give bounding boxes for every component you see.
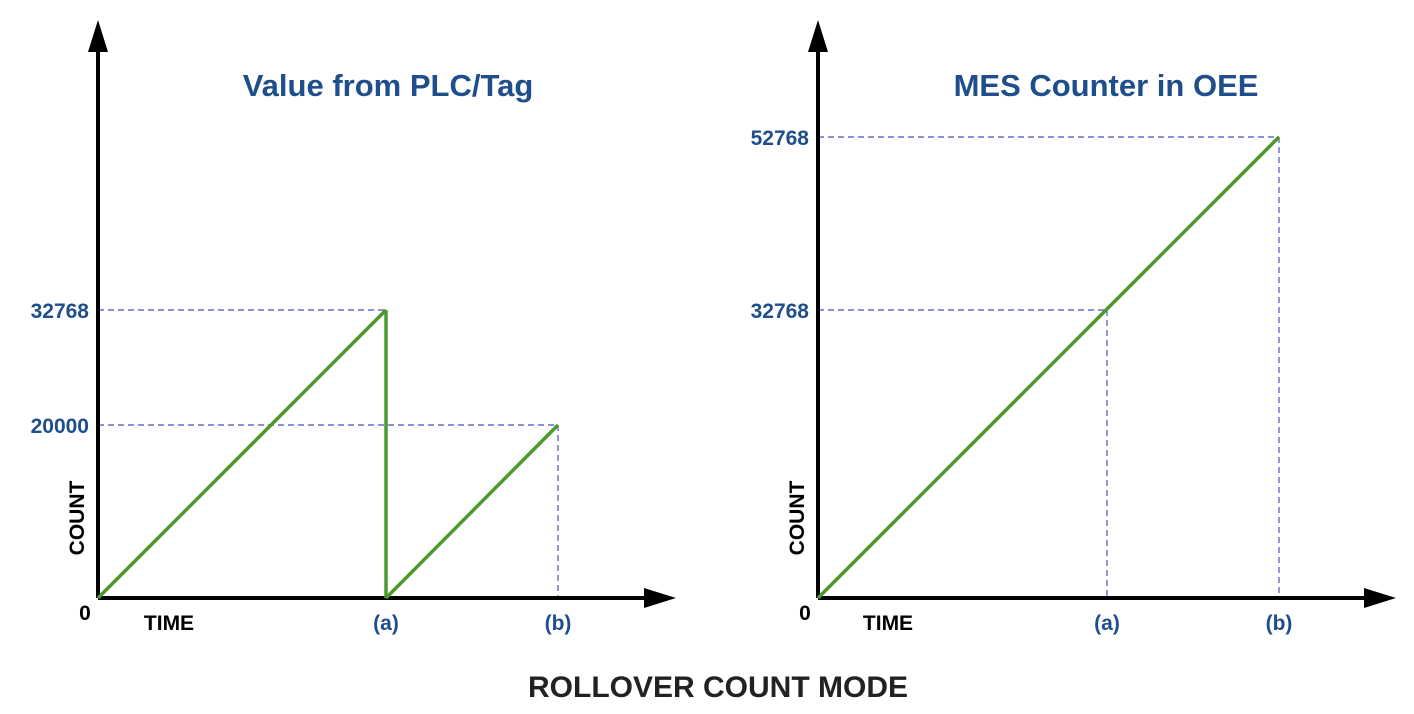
right-y-mark-52768: 52768	[751, 127, 810, 150]
right-x-mark-a: (a)	[1094, 612, 1120, 635]
left-x-axis-arrow	[644, 588, 676, 608]
left-y-axis-arrow	[88, 20, 108, 52]
left-chart-title: Value from PLC/Tag	[243, 68, 534, 103]
right-chart: MES Counter in OEE 52768 32768 (a) (b) 0…	[751, 20, 1396, 635]
left-origin-label: 0	[79, 602, 91, 625]
diagram-caption: ROLLOVER COUNT MODE	[528, 671, 908, 704]
left-y-mark-20000: 20000	[31, 415, 89, 438]
left-series-segment-2	[384, 423, 560, 600]
right-x-axis-label: TIME	[863, 612, 913, 635]
right-y-axis-label: COUNT	[786, 481, 809, 556]
right-x-axis-arrow	[1364, 588, 1396, 608]
left-chart: Value from PLC/Tag 32768 20000 (a) (b) 0…	[31, 20, 676, 635]
right-chart-title: MES Counter in OEE	[954, 68, 1259, 103]
left-x-mark-a: (a)	[373, 612, 399, 635]
left-x-axis-label: TIME	[144, 612, 194, 635]
left-x-mark-b: (b)	[545, 612, 572, 635]
left-y-axis-label: COUNT	[66, 481, 89, 556]
right-x-mark-b: (b)	[1266, 612, 1293, 635]
right-origin-label: 0	[799, 602, 811, 625]
right-series-line	[816, 135, 1281, 600]
left-y-mark-32768: 32768	[31, 300, 90, 323]
left-series-segment-1	[96, 308, 388, 600]
right-y-axis-arrow	[808, 20, 828, 52]
right-y-mark-32768: 32768	[751, 300, 810, 323]
